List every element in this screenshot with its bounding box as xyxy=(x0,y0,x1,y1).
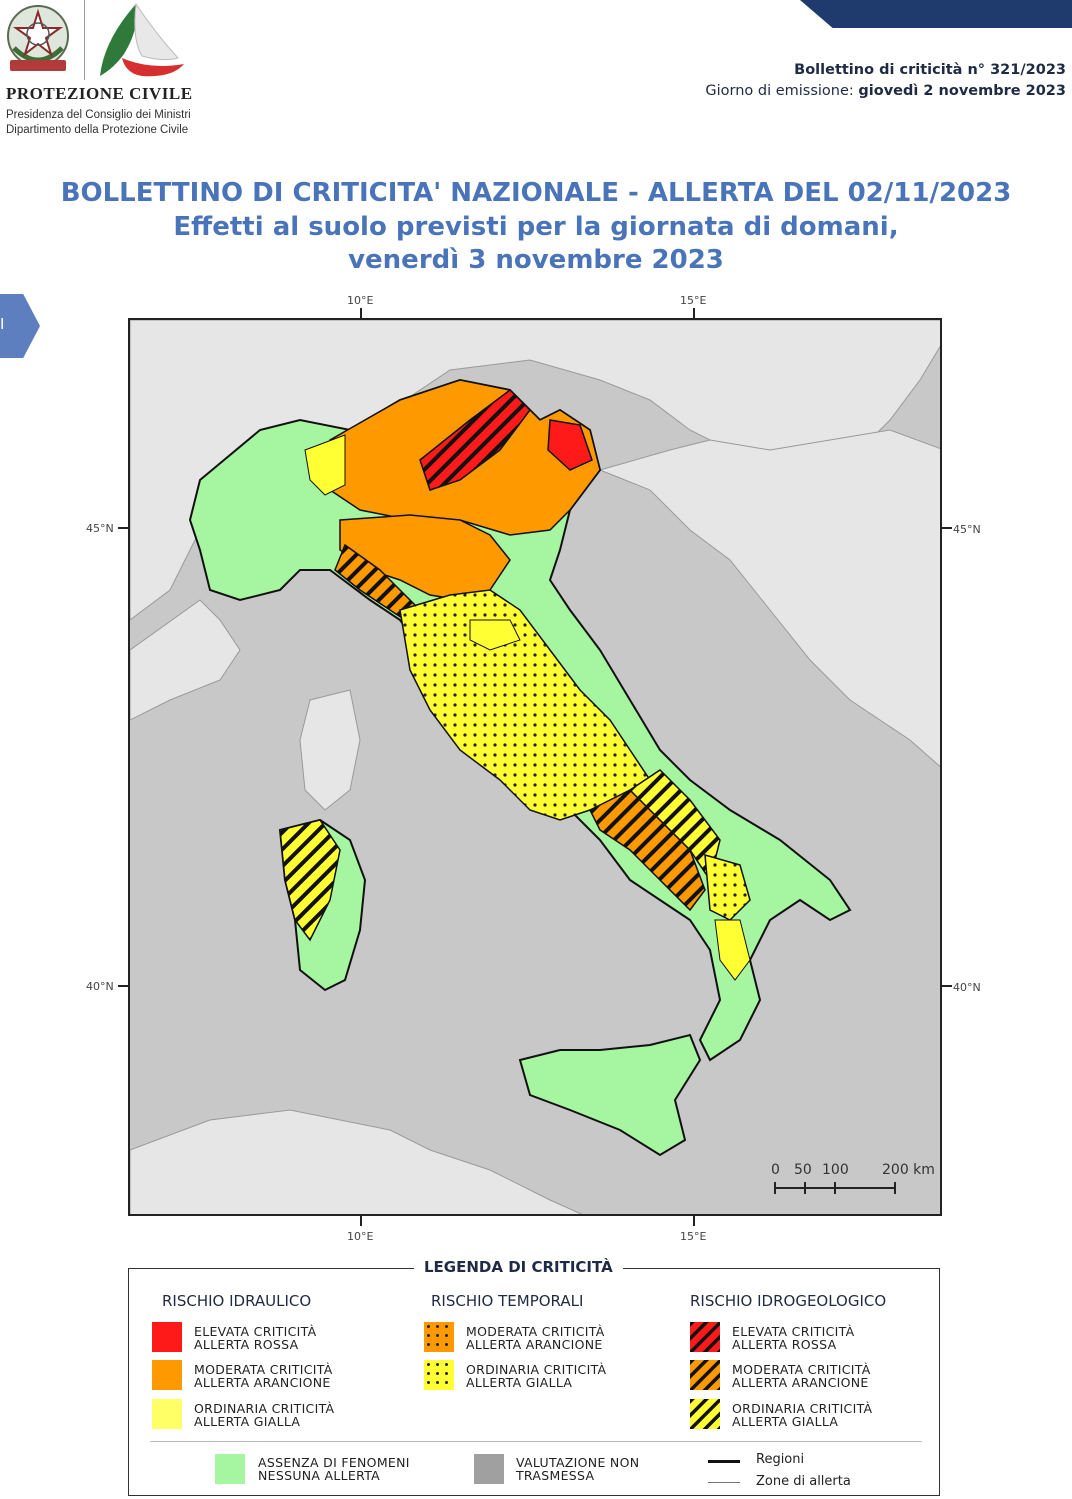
legend-label-hydraulic-yellow: ORDINARIA CRITICITÀ ALLERTA GIALLA xyxy=(194,1401,335,1429)
legend-swatch-hydrogeo-yellow xyxy=(690,1399,720,1429)
friuli-red-hydraulic xyxy=(547,419,593,471)
legend-heading-hydrogeological: RISCHIO IDROGEOLOGICO xyxy=(690,1292,887,1310)
emission-date: giovedì 2 novembre 2023 xyxy=(858,83,1066,99)
org-subtitle-2: Dipartimento della Protezione Civile xyxy=(6,124,189,136)
lombardy-yellow xyxy=(304,434,346,496)
legend-swatch-hydrogeo-red xyxy=(690,1322,720,1352)
org-name: PROTEZIONE CIVILE xyxy=(6,84,193,103)
emission-label: Giorno di emissione: xyxy=(705,83,859,99)
legend-heading-thunderstorms: RISCHIO TEMPORALI xyxy=(431,1292,584,1310)
legend-label-no-alert: ASSENZA DI FENOMENI NESSUNA ALLERTA xyxy=(258,1455,410,1483)
logo-divider xyxy=(84,0,85,80)
legend-line-regions xyxy=(708,1460,740,1463)
legend-swatch-no-alert xyxy=(215,1454,245,1484)
sardinia-west-yellow-hydrogeo xyxy=(279,819,341,942)
map-ticks xyxy=(118,308,952,1226)
legend-label-thunderstorm-orange: MODERATA CRITICITÀ ALLERTA ARANCIONE xyxy=(466,1324,605,1352)
lon-label-bottom-10: 10°E xyxy=(347,1230,374,1243)
lon-label-top-15: 15°E xyxy=(680,294,707,307)
legend-label-hydraulic-red: ELEVATA CRITICITÀ ALLERTA ROSSA xyxy=(194,1324,317,1352)
alert-map: 0 50 100 200 km xyxy=(128,318,942,1216)
legend-title: LEGENDA DI CRITICITÀ xyxy=(414,1258,623,1276)
page-subtitle-2: venerdì 3 novembre 2023 xyxy=(348,245,724,275)
veneto-red-hydrogeo xyxy=(419,389,531,491)
legend-label-hydrogeo-orange: MODERATA CRITICITÀ ALLERTA ARANCIONE xyxy=(732,1362,871,1390)
legend-label-hydrogeo-red: ELEVATA CRITICITÀ ALLERTA ROSSA xyxy=(732,1324,855,1352)
legend-swatch-hydraulic-orange xyxy=(152,1360,182,1390)
legend-label-not-transmitted: VALUTAZIONE NON TRASMESSA xyxy=(516,1455,640,1483)
org-subtitle-1: Presidenza del Consiglio dei Ministri xyxy=(6,109,191,121)
legend-swatch-thunderstorm-yellow xyxy=(424,1360,454,1390)
page-title: BOLLETTINO DI CRITICITA' NAZIONALE - ALL… xyxy=(60,178,1012,208)
legend-swatch-hydrogeo-orange xyxy=(690,1360,720,1390)
legend-line-alert-zones xyxy=(708,1482,740,1483)
scale-label-200: 200 km xyxy=(882,1162,935,1178)
civil-protection-logo xyxy=(92,0,188,82)
lat-label-left-40: 40°N xyxy=(86,980,114,993)
legend-label-regions: Regioni xyxy=(756,1452,805,1467)
legend-swatch-not-transmitted xyxy=(474,1454,504,1484)
emilia-yellow xyxy=(469,619,521,651)
north-africa xyxy=(130,1109,583,1214)
header-corner-band xyxy=(800,0,1072,28)
corsica xyxy=(299,689,361,811)
legend-swatch-thunderstorm-orange xyxy=(424,1322,454,1352)
legend-label-hydrogeo-yellow: ORDINARIA CRITICITÀ ALLERTA GIALLA xyxy=(732,1401,873,1429)
calabria-yellow xyxy=(714,919,751,981)
republic-emblem xyxy=(4,2,74,74)
lon-label-top-10: 10°E xyxy=(347,294,374,307)
lat-label-left-45: 45°N xyxy=(86,522,114,535)
bulletin-number: Bollettino di criticità n° 321/2023 xyxy=(794,62,1066,78)
alert-map-svg: 0 50 100 200 km xyxy=(130,320,940,1214)
legend-label-thunderstorm-yellow: ORDINARIA CRITICITÀ ALLERTA GIALLA xyxy=(466,1362,607,1390)
legend-label-alert-zones: Zone di allerta xyxy=(756,1474,851,1489)
legend-swatch-hydraulic-yellow xyxy=(152,1399,182,1429)
scale-bar: 0 50 100 200 km xyxy=(771,1162,935,1194)
basilicata-yellow-thunderstorms xyxy=(704,853,751,921)
scale-label-100: 100 xyxy=(822,1162,849,1178)
legend-heading-hydraulic: RISCHIO IDRAULICO xyxy=(162,1292,312,1310)
sicily xyxy=(518,1033,702,1157)
legend-separator xyxy=(150,1441,922,1442)
legend-swatch-hydraulic-red xyxy=(152,1322,182,1352)
emission-date-line: Giorno di emissione: giovedì 2 novembre … xyxy=(705,83,1066,99)
lon-label-bottom-15: 15°E xyxy=(680,1230,707,1243)
legend-label-hydraulic-orange: MODERATA CRITICITÀ ALLERTA ARANCIONE xyxy=(194,1362,333,1390)
lat-label-right-45: 45°N xyxy=(953,523,981,536)
scale-label-0: 0 xyxy=(771,1162,780,1178)
page-subtitle-1: Effetti al suolo previsti per la giornat… xyxy=(173,212,899,242)
balkan-coast xyxy=(598,429,940,768)
france-coast xyxy=(130,599,241,721)
scale-label-50: 50 xyxy=(794,1162,812,1178)
side-tab-letter: I xyxy=(0,316,5,333)
lat-label-right-40: 40°N xyxy=(953,981,981,994)
campania-yellow-hydrogeo xyxy=(628,769,721,882)
